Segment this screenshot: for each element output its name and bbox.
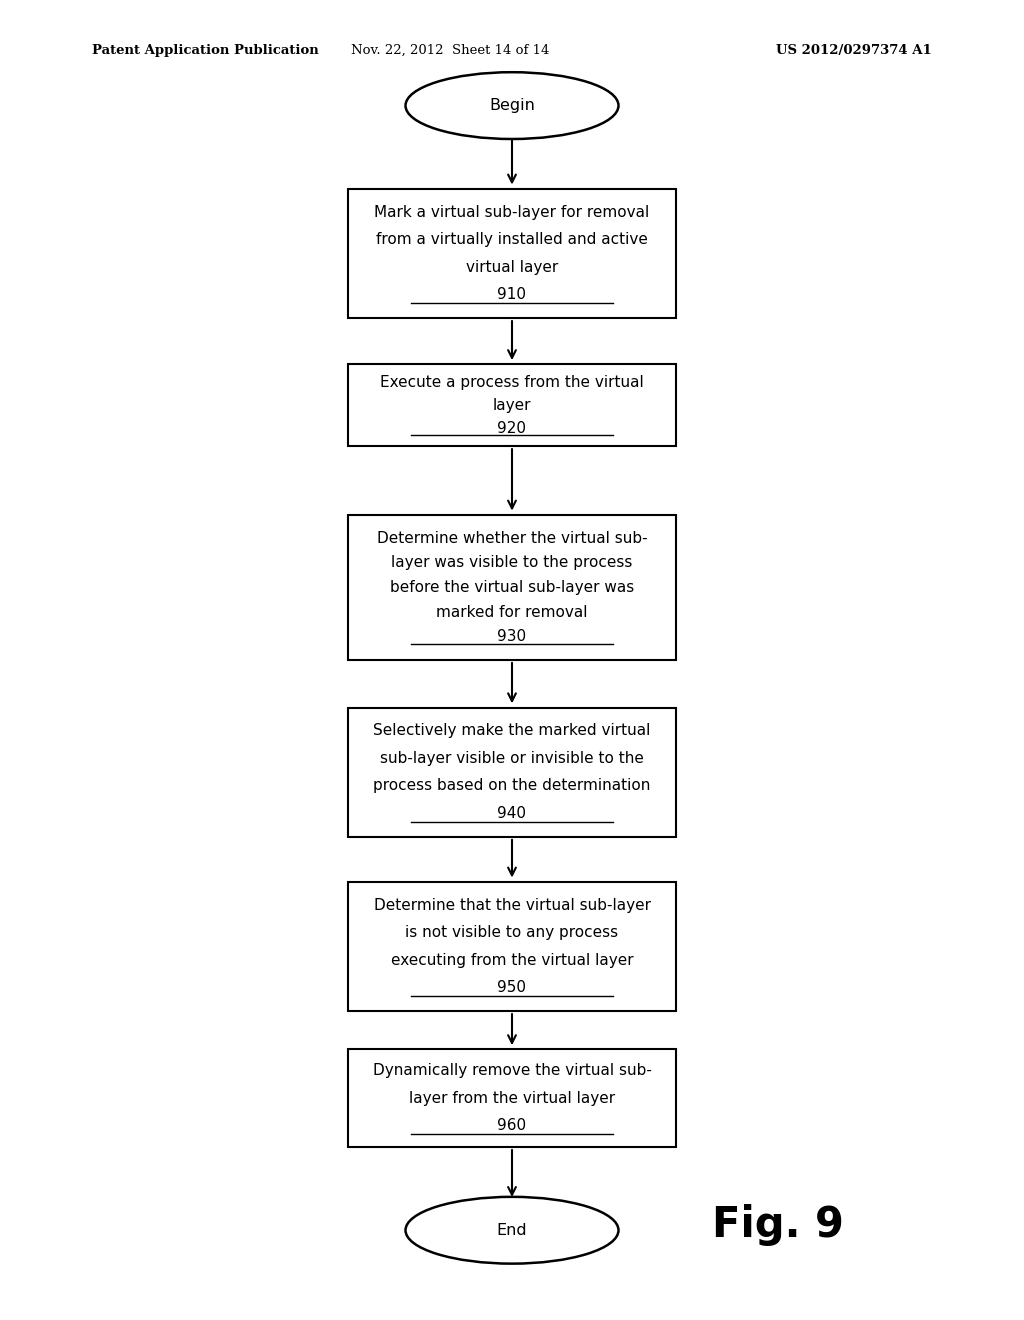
Text: is not visible to any process: is not visible to any process	[406, 925, 618, 940]
Text: sub-layer visible or invisible to the: sub-layer visible or invisible to the	[380, 751, 644, 766]
Text: 940: 940	[498, 807, 526, 821]
Text: layer: layer	[493, 397, 531, 413]
FancyBboxPatch shape	[348, 189, 676, 318]
Text: End: End	[497, 1222, 527, 1238]
Text: 930: 930	[498, 630, 526, 644]
Text: executing from the virtual layer: executing from the virtual layer	[391, 953, 633, 968]
FancyBboxPatch shape	[348, 1049, 676, 1147]
Ellipse shape	[406, 73, 618, 139]
Text: 950: 950	[498, 981, 526, 995]
FancyBboxPatch shape	[348, 882, 676, 1011]
Text: 960: 960	[498, 1118, 526, 1134]
Text: Execute a process from the virtual: Execute a process from the virtual	[380, 375, 644, 389]
Text: Dynamically remove the virtual sub-: Dynamically remove the virtual sub-	[373, 1063, 651, 1078]
Text: Patent Application Publication: Patent Application Publication	[92, 44, 318, 57]
Text: US 2012/0297374 A1: US 2012/0297374 A1	[776, 44, 932, 57]
Text: Begin: Begin	[489, 98, 535, 114]
Text: Nov. 22, 2012  Sheet 14 of 14: Nov. 22, 2012 Sheet 14 of 14	[351, 44, 550, 57]
Text: before the virtual sub-layer was: before the virtual sub-layer was	[390, 579, 634, 595]
Text: Fig. 9: Fig. 9	[713, 1204, 844, 1246]
FancyBboxPatch shape	[348, 364, 676, 446]
Text: Determine whether the virtual sub-: Determine whether the virtual sub-	[377, 531, 647, 545]
Text: from a virtually installed and active: from a virtually installed and active	[376, 232, 648, 247]
FancyBboxPatch shape	[348, 708, 676, 837]
Text: Determine that the virtual sub-layer: Determine that the virtual sub-layer	[374, 898, 650, 912]
Text: 910: 910	[498, 288, 526, 302]
Text: marked for removal: marked for removal	[436, 605, 588, 619]
Text: Mark a virtual sub-layer for removal: Mark a virtual sub-layer for removal	[375, 205, 649, 219]
Ellipse shape	[406, 1197, 618, 1263]
Text: Selectively make the marked virtual: Selectively make the marked virtual	[374, 723, 650, 738]
FancyBboxPatch shape	[348, 515, 676, 660]
Text: layer from the virtual layer: layer from the virtual layer	[409, 1090, 615, 1106]
Text: process based on the determination: process based on the determination	[374, 779, 650, 793]
Text: 920: 920	[498, 421, 526, 436]
Text: virtual layer: virtual layer	[466, 260, 558, 275]
Text: layer was visible to the process: layer was visible to the process	[391, 556, 633, 570]
